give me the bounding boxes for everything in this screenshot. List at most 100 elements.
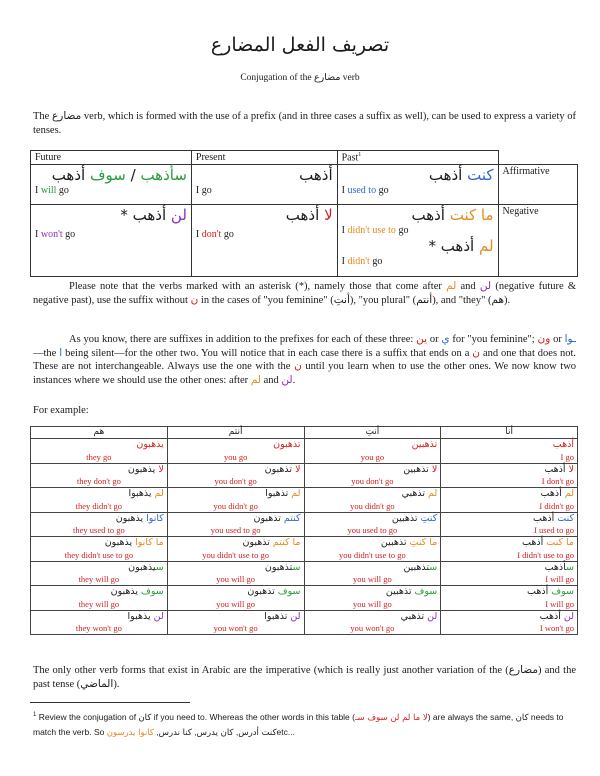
conj-verb: يذهبوا [127,610,154,622]
intro-post: verb, which is formed with the use of a … [33,111,577,136]
p3-nun2: ن [294,360,302,372]
aff-future-en-c: go [56,185,69,197]
conj-verb: أذهب [533,512,558,524]
p3-lam: لم [250,373,261,386]
p3-lan: لن [281,373,293,386]
neg-past-en-1c: go [395,225,409,237]
conj-verb: تذهبي [400,610,428,622]
conj-prefix: لا [158,463,164,475]
conjugation-row: ما كانوا يذهبون ما كنتم تذهبون ما كنتِ تذه… [30,536,578,550]
conj-prefix: لم [428,488,438,499]
aff-future-ar-1: سأذهب [140,166,187,185]
p2-c: (negative future & negative past), use t… [33,281,577,306]
conj-cell-english: I didn't go [440,500,578,513]
conj-verb: أذهب [540,488,565,499]
conj-verb: تذهبين [385,586,415,597]
conj-cell-arabic: لا تذهبين [303,462,442,476]
conj-prefix: ما كنتم [272,537,301,548]
conjugation-row-gloss: they didn't go you didn't go you didn't go… [30,500,578,513]
conj-verb: يذهبون [128,561,156,573]
fn-h: etc... [276,726,295,737]
p2-antum: أنتم [416,293,433,306]
conj-cell-arabic: كانوا يذهبون [30,511,168,525]
conjugation-table: هم أنتم أنتِ أنا يذهبون تذهبون تذهبين أذهب t… [30,426,578,635]
conj-cell-arabic: لن تذهبوا [166,609,305,623]
p2-d: in the cases of "you feminine" ( [200,294,334,306]
aff-past-ar: كنت أذهب [342,166,494,184]
conj-prefix: لم [154,488,164,499]
conj-cell-arabic: ما كنتِ تذهبين [303,536,442,550]
conj-cell-english: they will go [30,574,168,586]
fn-d: needs to match the verb. So [33,711,564,737]
conj-cell-english: they didn't go [30,500,168,513]
p4-ar2: الماضي [80,677,114,690]
conj-cell-arabic: سوف يذهبون [30,585,168,599]
conj-cell-english: you used to go [166,525,305,537]
aff-future-ar-2b: أذهب [51,166,90,185]
conj-prefix: ما كنتِ [409,537,438,548]
neg-past-en-2c: go [369,256,383,268]
p3-s3: ون [537,333,551,345]
conj-prefix: لا [568,463,574,475]
neg-future-ar: لن أذهب * [35,206,187,224]
p2-nun: ن [190,293,199,306]
p2-lam: لم [446,280,457,292]
conj-prefix: كنت [557,512,574,524]
conj-cell-english: you didn't go [166,500,305,513]
aff-present-ar: أذهب [299,166,333,185]
conj-cell-english: they go [30,451,168,464]
conj-prefix: كنتِ [420,512,438,524]
conj-prefix: سوف [414,586,438,597]
example-label: For example: [33,405,89,416]
conjugation-row-gloss: they go you go you go I go [30,451,578,464]
conj-cell-arabic: كنتم تذهبون [166,511,305,525]
conj-prefix: سوف [551,586,574,597]
conj-prefix: لن [563,610,574,622]
p3-b: or [429,334,439,345]
conj-cell-arabic: ستذهبون [166,560,305,574]
closing-paragraph: The only other verb forms that exist in … [33,664,576,690]
conjugation-row-gloss: they used to go you used to go you used to… [30,525,578,537]
conj-cell-english: they used to go [30,525,168,537]
p3-alif: ا [59,346,63,359]
aff-past-en: I used to go [342,184,494,197]
neg-present-en: I don't go [196,228,333,241]
aff-future-ar: سأذهب / سوف أذهب [35,166,187,184]
p3-s4: ـوا [564,333,577,345]
conj-cell-arabic: سوف تذهبون [166,585,305,599]
fn-particles: لا ما لم لن سوف سـ [354,712,428,723]
p2-g: ). [504,294,511,306]
conjugation-row: يذهبون تذهبون تذهبين أذهب [30,438,578,452]
p4-b: ) and the past tense ( [33,665,576,690]
neg-past-ar-1b: أذهب [411,206,450,225]
neg-past-ar-2: لم أذهب * [342,237,493,255]
conj-verb: تذهبين [391,512,421,524]
conj-verb: يذهبون [110,586,142,597]
p3-a: As you know, there are suffixes in addit… [69,334,414,345]
aff-future-en-a: I [35,185,41,197]
conj-cell-arabic: كنتِ تذهبين [303,511,442,525]
conj-cell-english: you won't go [303,623,442,635]
conj-cell-arabic: ما كانوا يذهبون [30,536,168,550]
neg-present-en-b: don't [201,229,222,241]
neg-past-en-1a: I [341,225,348,237]
aff-past-en-a: I [341,185,348,197]
conj-verb: تذهبون [253,512,284,524]
neg-past-en-2: I didn't go [342,255,494,268]
conj-verb: أذهب [544,561,567,573]
conj-cell-arabic: لا أذهب [440,462,578,476]
conj-cell-english: you will go [166,574,305,586]
conj-cell-arabic: لن أذهب [440,609,578,623]
p3-s1: ين [416,333,428,345]
aff-label: Affirmative [497,164,579,206]
conj-verb: أذهب [527,586,552,597]
conj-prefix: كانوا [146,512,164,524]
conj-cell-english: you will go [303,574,442,586]
p4-a: The only other verb forms that exist in … [33,665,503,676]
conj-verb: أذهب [522,537,547,548]
p3-e: —the [33,347,57,359]
conjugation-row: كانوا يذهبون كنتم تذهبون كنتِ تذهبين كنت أذ… [30,511,578,525]
neg-future-en-a: I [35,229,41,241]
footnote-ref: 1 [358,152,362,158]
